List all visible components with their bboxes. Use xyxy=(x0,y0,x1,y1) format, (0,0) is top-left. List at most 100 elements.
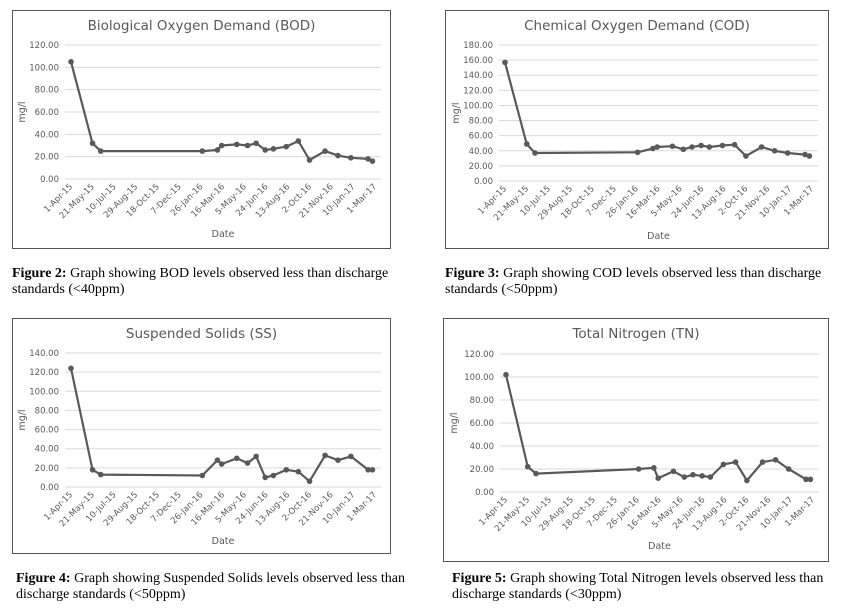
y-tick-label: 120.00 xyxy=(463,86,493,96)
ss-chart: Suspended Solids (SS) 0.00 20.00 40.00 60.00… xyxy=(17,326,381,547)
data-point xyxy=(244,460,251,466)
data-point xyxy=(365,466,371,473)
y-tick-label: 80.00 xyxy=(469,117,493,127)
chart-title: Biological Oxygen Demand (BOD) xyxy=(88,18,316,34)
data-point xyxy=(97,471,104,478)
data-point xyxy=(283,466,290,473)
data-point xyxy=(68,58,74,65)
data-point xyxy=(97,148,104,154)
y-tick-label: 100.00 xyxy=(464,373,494,383)
data-point xyxy=(772,457,779,463)
x-axis-label: Date xyxy=(647,231,670,242)
y-axis-label: mg/l xyxy=(449,412,460,433)
caption-label: Figure 5: xyxy=(452,571,507,586)
x-axis-label: Date xyxy=(212,229,235,240)
y-tick-label: 40.00 xyxy=(470,442,494,452)
data-point xyxy=(322,452,328,459)
data-point xyxy=(199,472,206,479)
data-point xyxy=(262,147,268,153)
y-tick-label: 80.00 xyxy=(470,396,494,406)
y-tick-label: 100.00 xyxy=(463,101,493,111)
data-point xyxy=(306,478,313,485)
data-point xyxy=(759,459,766,465)
chart-panel-bod: Biological Oxygen Demand (BOD) 0.00 20.00 4… xyxy=(12,10,391,249)
y-axis-label: mg/l xyxy=(451,102,462,123)
data-point xyxy=(270,146,277,152)
data-point xyxy=(706,144,713,150)
data-point xyxy=(233,455,240,462)
y-tick-label: 0.00 xyxy=(40,175,59,185)
data-point xyxy=(218,461,225,467)
y-tick-label: 140.00 xyxy=(463,71,493,81)
data-point xyxy=(503,371,509,378)
data-point xyxy=(233,141,240,148)
y-tick-label: 80.00 xyxy=(35,406,59,416)
data-point xyxy=(744,477,750,484)
y-tick-label: 20.00 xyxy=(35,153,59,163)
series-line xyxy=(503,62,810,158)
data-point xyxy=(335,152,341,159)
data-point xyxy=(732,459,739,465)
figure-caption-tn: Figure 5: Graph showing Total Nitrogen l… xyxy=(452,571,847,603)
data-point xyxy=(731,141,738,148)
y-tick-label: 20.00 xyxy=(469,162,493,172)
caption-text: Graph showing Suspended Solids levels ob… xyxy=(16,571,405,602)
caption-label: Figure 2: xyxy=(12,266,67,281)
cod-chart: Chemical Oxygen Demand (COD) 0.00 20.00 40.… xyxy=(451,18,818,242)
y-tick-label: 0.00 xyxy=(474,177,493,187)
data-point xyxy=(758,144,765,150)
y-tick-label: 140.00 xyxy=(29,349,59,359)
y-tick-label: 100.00 xyxy=(29,387,59,397)
data-point xyxy=(689,144,695,150)
figure-caption-ss: Figure 4: Graph showing Suspended Solids… xyxy=(16,571,411,603)
data-point xyxy=(369,466,376,473)
chart-panel-ss: Suspended Solids (SS) 0.00 20.00 40.00 60.00… xyxy=(12,318,391,554)
chart-panel-cod: Chemical Oxygen Demand (COD) 0.00 20.00 40.… xyxy=(445,10,829,249)
y-tick-label: 120.00 xyxy=(464,350,494,360)
y-tick-label: 60.00 xyxy=(469,132,493,142)
y-tick-label: 80.00 xyxy=(35,86,59,96)
y-tick-label: 0.00 xyxy=(475,488,494,498)
data-point xyxy=(654,144,660,150)
data-point xyxy=(253,453,259,460)
data-point xyxy=(348,453,354,460)
data-point xyxy=(502,59,508,66)
data-point xyxy=(214,457,221,463)
data-point xyxy=(681,474,688,480)
series-line xyxy=(504,374,811,482)
data-point xyxy=(532,150,538,156)
data-point xyxy=(771,147,778,154)
data-point xyxy=(670,468,677,475)
y-tick-label: 120.00 xyxy=(29,41,59,51)
caption-label: Figure 4: xyxy=(16,571,71,586)
chart-title: Total Nitrogen (TN) xyxy=(571,326,699,342)
y-tick-label: 0.00 xyxy=(40,483,59,493)
data-point xyxy=(707,474,714,480)
y-tick-label: 180.00 xyxy=(463,41,493,51)
data-point xyxy=(680,146,687,153)
data-point xyxy=(785,466,792,472)
data-point xyxy=(218,142,225,149)
data-point xyxy=(523,141,530,147)
y-tick-label: 40.00 xyxy=(35,445,59,455)
y-axis-label: mg/l xyxy=(17,101,28,122)
data-point xyxy=(690,471,696,478)
y-tick-label: 100.00 xyxy=(29,63,59,73)
y-tick-label: 40.00 xyxy=(469,147,493,157)
data-point xyxy=(365,156,371,162)
data-point xyxy=(283,143,290,150)
chart-panel-tn: Total Nitrogen (TN) 0.00 20.00 40.00 60.00 80… xyxy=(443,318,829,562)
data-point xyxy=(533,470,539,477)
caption-text: Graph showing Total Nitrogen levels obse… xyxy=(452,571,824,602)
data-point xyxy=(89,140,96,147)
data-point xyxy=(89,466,96,473)
y-tick-label: 120.00 xyxy=(29,368,59,378)
data-point xyxy=(698,142,704,149)
y-tick-label: 60.00 xyxy=(35,108,59,118)
data-point xyxy=(719,142,726,149)
data-point xyxy=(635,466,642,472)
y-tick-label: 20.00 xyxy=(35,464,59,474)
data-point xyxy=(634,149,641,156)
data-point xyxy=(802,151,808,158)
bod-chart: Biological Oxygen Demand (BOD) 0.00 20.00 4… xyxy=(17,18,381,240)
